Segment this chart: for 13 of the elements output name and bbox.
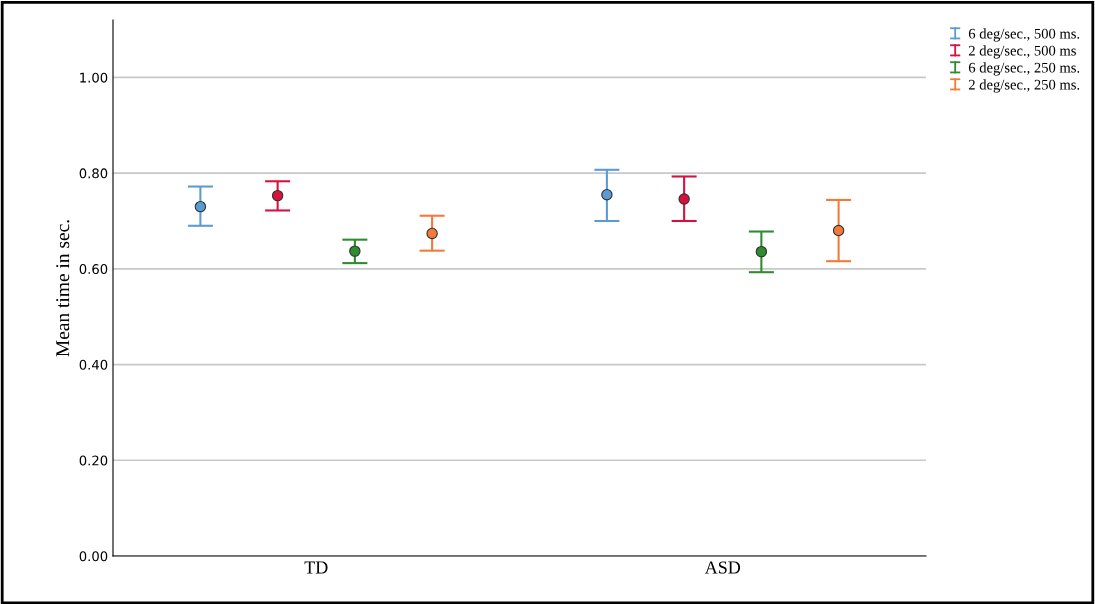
x-tick-label: TD	[304, 561, 328, 574]
y-tick-label: 1.00	[80, 72, 108, 83]
y-tick-label: 0.40	[79, 359, 108, 370]
legend-label: 6 deg/sec., 500 ms.	[968, 28, 1080, 42]
y-tick-label: 0.80	[79, 168, 108, 179]
legend-label: 2 deg/sec., 250 ms.	[968, 79, 1080, 93]
x-tick-label: ASD	[704, 561, 741, 574]
legend-label: 2 deg/sec., 500 ms	[968, 45, 1076, 59]
y-tick-label: 0.60	[79, 264, 108, 275]
y-tick-label: 0.00	[79, 551, 108, 562]
y-axis-title: Mean time in sec.	[56, 220, 70, 357]
legend-label: 6 deg/sec., 250 ms.	[968, 62, 1080, 76]
y-tick-label: 0.20	[79, 455, 108, 466]
